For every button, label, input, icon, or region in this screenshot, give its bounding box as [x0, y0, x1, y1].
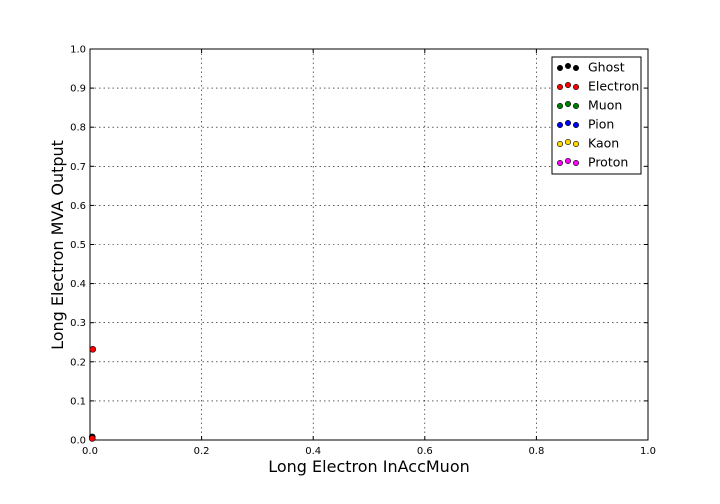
legend-marker-electron: [572, 84, 579, 91]
legend-label-muon: Muon: [588, 98, 622, 113]
legend-marker-proton: [572, 160, 579, 167]
y-tick-label: 0.5: [70, 240, 86, 251]
y-axis-title: Long Electron MVA Output: [48, 140, 67, 350]
axis-ticks: 0.0 0.2 0.4 0.6 0.8 1.0 0.0 0.1 0.2 0.3 0.4 0.5 0.6 0…: [70, 45, 656, 458]
legend-marker-electron: [564, 82, 571, 89]
x-tick-label: 0.0: [82, 446, 98, 457]
y-tick-label: 0.6: [70, 201, 86, 212]
y-tick-label: 0.0: [70, 436, 86, 447]
legend-box: [551, 56, 642, 175]
x-tick-label: 1.0: [640, 446, 656, 457]
legend-marker-ghost: [556, 65, 563, 72]
x-tick-label: 0.6: [417, 446, 433, 457]
legend-label-ghost: Ghost: [588, 60, 625, 75]
legend-marker-kaon: [572, 141, 579, 148]
y-tick-label: 0.9: [70, 84, 86, 95]
legend-marker-kaon: [564, 139, 571, 146]
legend: Ghost Electron Muon Pion Kaon Proton: [551, 56, 642, 175]
y-tick-label: 0.7: [70, 162, 86, 173]
legend-marker-ghost: [564, 62, 571, 69]
legend-marker-ghost: [572, 65, 579, 72]
y-tick-label: 0.4: [70, 279, 86, 290]
legend-marker-pion: [572, 122, 579, 129]
x-tick-label: 0.8: [528, 446, 544, 457]
legend-label-electron: Electron: [588, 79, 639, 94]
legend-marker-kaon: [556, 141, 563, 148]
legend-label-kaon: Kaon: [588, 136, 619, 151]
data-point-electron: [89, 345, 97, 353]
data-point-electron: [88, 435, 96, 442]
legend-marker-pion: [564, 120, 571, 127]
y-tick-label: 0.8: [70, 123, 86, 134]
legend-marker-electron: [556, 84, 563, 91]
legend-label-proton: Proton: [588, 155, 628, 170]
legend-marker-muon: [556, 103, 563, 110]
data-points: [88, 345, 97, 442]
legend-label-pion: Pion: [588, 117, 614, 132]
y-tick-label: 0.3: [70, 318, 86, 329]
x-tick-label: 0.2: [194, 446, 210, 457]
legend-marker-muon: [564, 101, 571, 108]
legend-marker-pion: [556, 122, 563, 129]
y-tick-label: 0.1: [70, 396, 86, 407]
legend-marker-proton: [556, 160, 563, 167]
y-tick-label: 0.2: [70, 357, 86, 368]
x-tick-label: 0.4: [305, 446, 321, 457]
legend-marker-proton: [564, 158, 571, 165]
y-tick-label: 1.0: [70, 45, 86, 56]
legend-marker-muon: [572, 103, 579, 110]
x-axis-title: Long Electron InAccMuon: [268, 457, 470, 476]
